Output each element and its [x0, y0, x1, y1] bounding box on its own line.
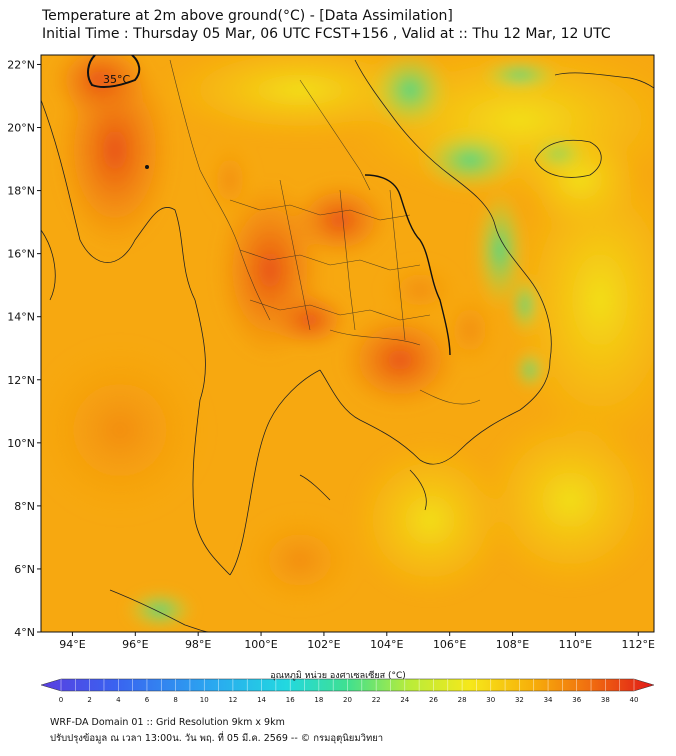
coastlines — [41, 59, 654, 632]
colorbar-tick-label: 0 — [59, 696, 63, 704]
colorbar-tick-label: 34 — [544, 696, 553, 704]
colorbar-tick-label: 38 — [601, 696, 610, 704]
lon-tick-label: 102°E — [307, 638, 340, 651]
provincial-borders — [169, 59, 481, 405]
lon-tick-label: 112°E — [622, 638, 655, 651]
colorbar-tick-label: 8 — [173, 696, 177, 704]
lon-tick-label: 98°E — [185, 638, 211, 651]
colorbar-tick-label: 12 — [228, 696, 237, 704]
colorbar-tick-label: 22 — [372, 696, 381, 704]
lon-tick-label: 96°E — [122, 638, 148, 651]
colorbar-tick-label: 16 — [286, 696, 295, 704]
map-title: Temperature at 2m above ground(°C) - [Da… — [42, 8, 453, 24]
mekong-border — [364, 174, 451, 356]
colorbar-tick-label: 24 — [400, 696, 409, 704]
colorbar-tick-label: 6 — [145, 696, 150, 704]
colorbar-tick-label: 26 — [429, 696, 438, 704]
lon-tick-label: 94°E — [59, 638, 85, 651]
contour-label: 35°C — [103, 73, 130, 86]
footer-update-info: ปรับปรุงข้อมูล ณ เวลา 13:00น. วัน พฤ. ที… — [50, 733, 384, 744]
colorbar-tick-label: 40 — [630, 696, 639, 704]
colorbar-tick-label: 36 — [572, 696, 581, 704]
map-frame — [40, 54, 655, 633]
lon-tick-label: 100°E — [244, 638, 277, 651]
colorbar-tick-label: 14 — [257, 696, 266, 704]
colorbar-tick-label: 18 — [314, 696, 323, 704]
colorbar-tick-label: 20 — [343, 696, 352, 704]
longitude-axis: 94°E 96°E 98°E 100°E 102°E 104°E 106°E 108°E 110… — [59, 632, 655, 651]
location-marker — [145, 165, 149, 169]
lat-tick-label: 14°N — [7, 311, 35, 324]
lon-tick-label: 106°E — [433, 638, 466, 651]
colorbar-tick-label: 32 — [515, 696, 524, 704]
lat-tick-label: 22°N — [7, 58, 35, 71]
colorbar-tick-label: 4 — [116, 696, 121, 704]
contour-35c — [87, 55, 141, 89]
colorbar-tick-label: 30 — [486, 696, 495, 704]
lon-tick-label: 104°E — [370, 638, 403, 651]
lon-tick-label: 108°E — [496, 638, 529, 651]
colorbar-title: อุณหภูมิ หน่วย องศาเซลเซียส (°C) — [270, 671, 406, 681]
colorbar: 0 2 4 6 8 10 12 14 16 18 20 22 24 26 28 30 32 34 36 38 40 — [40, 678, 655, 704]
colorbar-tick-label: 2 — [87, 696, 91, 704]
lon-tick-label: 110°E — [559, 638, 592, 651]
footer-model-info: WRF-DA Domain 01 :: Grid Resolution 9km … — [50, 717, 285, 728]
lat-tick-label: 4°N — [14, 626, 35, 639]
lat-tick-label: 8°N — [14, 500, 35, 513]
colorbar-tick-label: 10 — [200, 696, 209, 704]
lat-tick-label: 16°N — [7, 248, 35, 261]
lat-tick-label: 12°N — [7, 374, 35, 387]
lat-tick-label: 6°N — [14, 563, 35, 576]
temperature-field: 35°C — [41, 55, 654, 632]
lat-tick-label: 18°N — [7, 185, 35, 198]
map-subtitle: Initial Time : Thursday 05 Mar, 06 UTC F… — [42, 26, 611, 42]
lat-tick-label: 10°N — [7, 437, 35, 450]
colorbar-tick-label: 28 — [458, 696, 467, 704]
latitude-axis: 22°N 20°N 18°N 16°N 14°N 12°N 10°N 8°N 6°N 4°N — [7, 58, 41, 639]
lat-tick-label: 20°N — [7, 122, 35, 135]
